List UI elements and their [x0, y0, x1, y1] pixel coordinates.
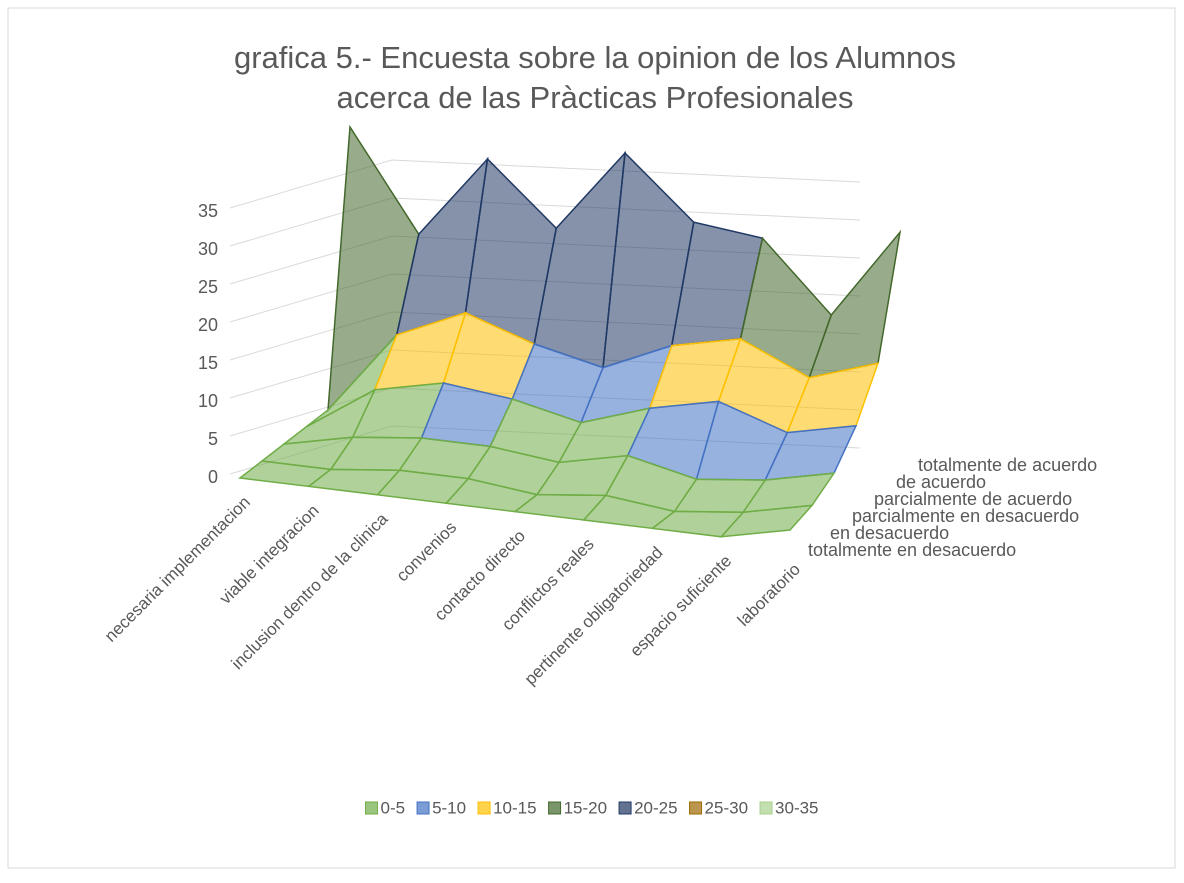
z-tick-label: 5 — [208, 429, 218, 449]
surface-cell — [719, 504, 814, 538]
z-tick-label: 30 — [198, 239, 218, 259]
series-label: totalmente en desacuerdo — [808, 540, 1016, 560]
legend-swatch — [759, 801, 773, 815]
z-tick-label: 35 — [198, 201, 218, 221]
z-tick-label: 25 — [198, 277, 218, 297]
legend-swatch — [364, 801, 378, 815]
legend-label: 30-35 — [775, 798, 818, 817]
legend-label: 5-10 — [432, 798, 466, 817]
legend-label: 25-30 — [705, 798, 748, 817]
z-tick-label: 10 — [198, 391, 218, 411]
z-tick-label: 0 — [208, 467, 218, 487]
legend-label: 15-20 — [564, 798, 607, 817]
legend-label: 0-5 — [380, 798, 405, 817]
chart-title: grafica 5.- Encuesta sobre la opinion de… — [234, 40, 956, 75]
legend-swatch — [416, 801, 430, 815]
series-label: en desacuerdo — [830, 523, 949, 543]
z-tick-label: 20 — [198, 315, 218, 335]
legend-swatch — [618, 801, 632, 815]
legend-swatch — [548, 801, 562, 815]
legend: 0-5 5-10 10-15 15-20 20-25 25-30 30-35 — [364, 798, 819, 817]
legend-label: 10-15 — [493, 798, 536, 817]
legend-label: 20-25 — [634, 798, 677, 817]
legend-swatch — [477, 801, 491, 815]
series-label: parcialmente en desacuerdo — [852, 506, 1079, 526]
grid-line — [229, 159, 861, 209]
z-tick-label: 15 — [198, 353, 218, 373]
legend-swatch — [689, 801, 703, 815]
chart-title: acerca de las Pràcticas Profesionales — [337, 80, 854, 115]
series-label: parcialmente de acuerdo — [874, 489, 1072, 509]
series-label: de acuerdo — [896, 472, 986, 492]
series-label: totalmente de acuerdo — [918, 455, 1097, 475]
